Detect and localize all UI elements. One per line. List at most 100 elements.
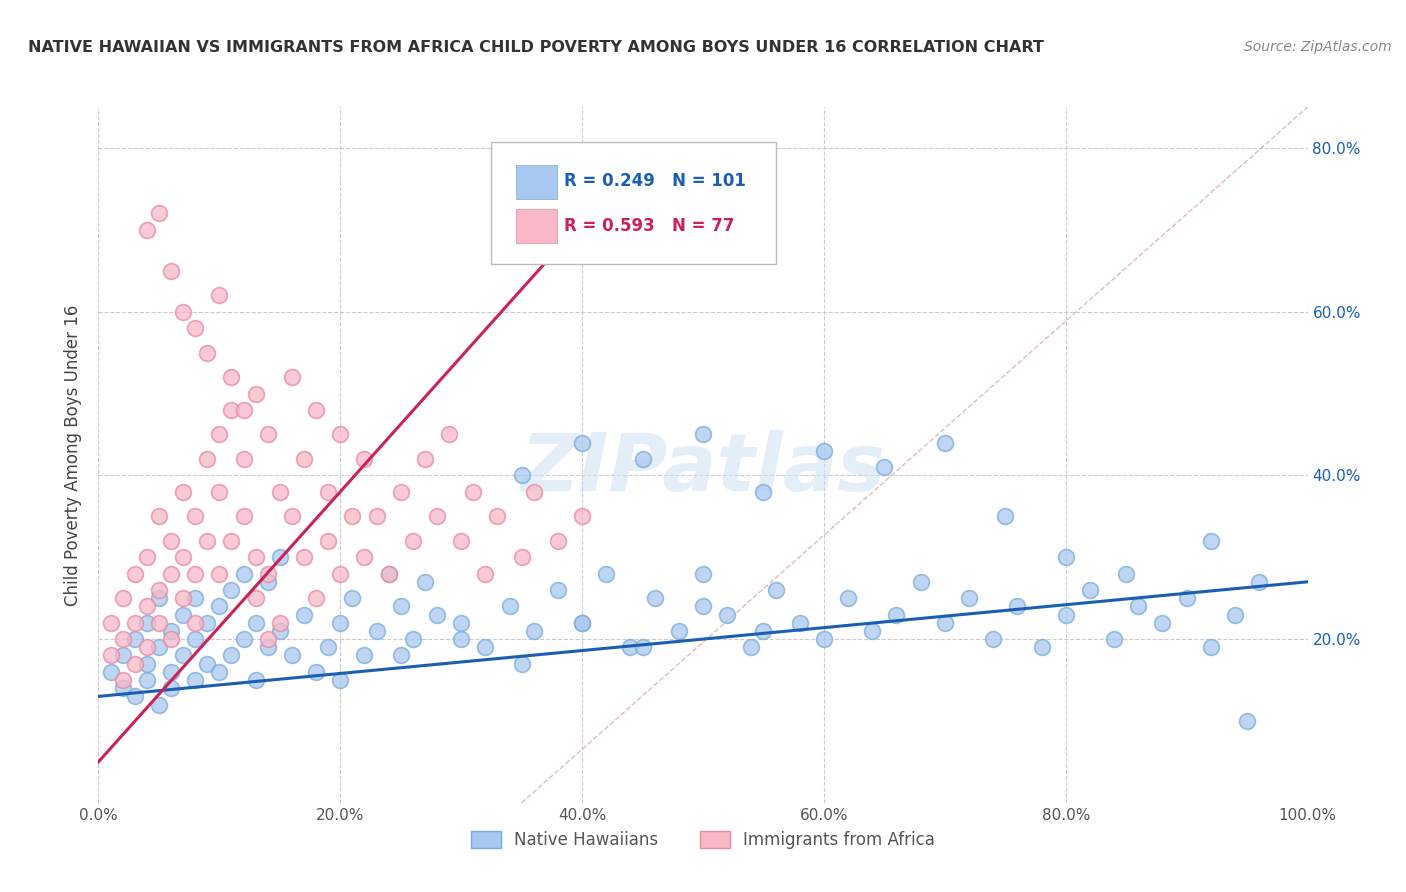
Point	[135, 615, 157, 630]
Point	[256, 566, 278, 581]
Point	[402, 533, 425, 548]
Point	[281, 370, 304, 384]
Point	[245, 591, 267, 606]
Point	[474, 640, 496, 655]
Point	[498, 599, 520, 614]
Point	[789, 615, 811, 630]
Y-axis label: Child Poverty Among Boys Under 16: Child Poverty Among Boys Under 16	[65, 304, 83, 606]
Point	[413, 574, 436, 589]
Point	[148, 509, 170, 524]
Point	[1102, 632, 1125, 646]
Point	[256, 574, 278, 589]
Point	[692, 599, 714, 614]
Point	[256, 640, 278, 655]
Point	[1054, 550, 1077, 565]
Point	[208, 599, 231, 614]
Point	[135, 673, 157, 687]
Point	[292, 452, 315, 467]
Point	[981, 632, 1004, 646]
Point	[148, 582, 170, 597]
Point	[160, 533, 183, 548]
Point	[281, 509, 304, 524]
Point	[148, 591, 170, 606]
Point	[305, 403, 328, 417]
Point	[221, 582, 243, 597]
Point	[160, 264, 183, 278]
Point	[269, 624, 291, 638]
Point	[450, 533, 472, 548]
Point	[402, 632, 425, 646]
Point	[342, 591, 364, 606]
Point	[342, 509, 364, 524]
Point	[316, 484, 339, 499]
Point	[860, 624, 883, 638]
Point	[873, 460, 896, 475]
Point	[426, 607, 449, 622]
Point	[208, 484, 231, 499]
Point	[523, 484, 546, 499]
Point	[245, 673, 267, 687]
Text: R = 0.593   N = 77: R = 0.593 N = 77	[564, 217, 734, 235]
Point	[124, 566, 146, 581]
Point	[172, 550, 194, 565]
Text: R = 0.249   N = 101: R = 0.249 N = 101	[564, 172, 745, 191]
Point	[366, 624, 388, 638]
Point	[269, 615, 291, 630]
Point	[232, 403, 254, 417]
Point	[957, 591, 980, 606]
Point	[437, 427, 460, 442]
Point	[111, 632, 134, 646]
Point	[184, 566, 207, 581]
Point	[292, 550, 315, 565]
Point	[1054, 607, 1077, 622]
Point	[426, 509, 449, 524]
Point	[389, 484, 412, 499]
Point	[1078, 582, 1101, 597]
Point	[1128, 599, 1150, 614]
Point	[450, 632, 472, 646]
Point	[221, 370, 243, 384]
Point	[668, 624, 690, 638]
Point	[245, 550, 267, 565]
Point	[644, 591, 666, 606]
Point	[184, 632, 207, 646]
Point	[292, 607, 315, 622]
Point	[305, 591, 328, 606]
Point	[135, 599, 157, 614]
Point	[813, 632, 835, 646]
Point	[100, 648, 122, 663]
Point	[1007, 599, 1029, 614]
Point	[1249, 574, 1271, 589]
Point	[389, 648, 412, 663]
Point	[837, 591, 859, 606]
Point	[463, 484, 485, 499]
Point	[232, 632, 254, 646]
Point	[160, 624, 183, 638]
Point	[571, 615, 593, 630]
Point	[510, 657, 533, 671]
Point	[571, 509, 593, 524]
Point	[172, 648, 194, 663]
Point	[353, 648, 375, 663]
Point	[934, 615, 956, 630]
Point	[1199, 640, 1222, 655]
Point	[148, 698, 170, 712]
Point	[510, 468, 533, 483]
Point	[692, 566, 714, 581]
Point	[353, 550, 375, 565]
Point	[184, 673, 207, 687]
Point	[148, 615, 170, 630]
Point	[474, 566, 496, 581]
Point	[195, 533, 218, 548]
Point	[245, 615, 267, 630]
Point	[329, 615, 352, 630]
Point	[547, 582, 569, 597]
Point	[195, 452, 218, 467]
Point	[148, 206, 170, 220]
Point	[111, 673, 134, 687]
Point	[208, 566, 231, 581]
Point	[160, 681, 183, 696]
Point	[413, 452, 436, 467]
Point	[571, 435, 593, 450]
Point	[631, 640, 654, 655]
